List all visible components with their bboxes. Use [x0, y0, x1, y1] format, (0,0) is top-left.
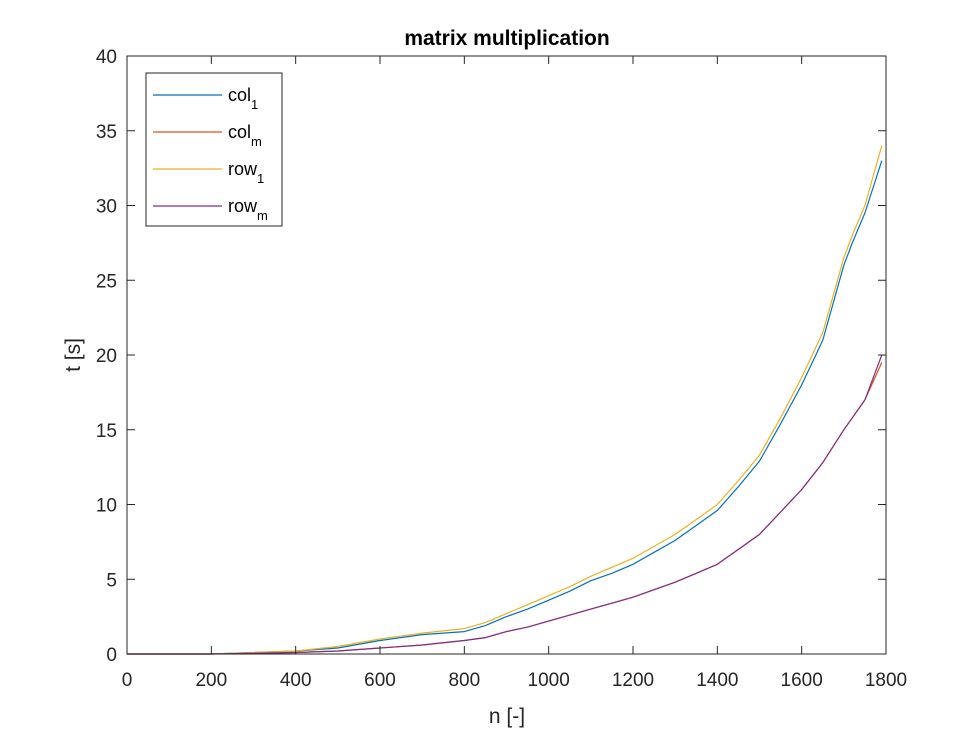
y-tick-label: 5: [106, 570, 117, 591]
legend-entry-col-1: col1: [228, 85, 258, 112]
y-tick-label: 35: [96, 122, 117, 143]
x-tick-label: 1600: [781, 670, 823, 691]
y-tick-label: 15: [96, 421, 117, 442]
series-line-row-m: [127, 354, 883, 655]
legend-entry-row-1: row1: [228, 159, 264, 186]
chart-title: matrix multiplication: [404, 27, 609, 50]
y-tick-label: 20: [96, 346, 117, 367]
y-tick-label: 30: [96, 197, 117, 218]
x-tick-label: 1400: [696, 670, 738, 691]
y-tick-label: 40: [96, 47, 117, 68]
x-tick-label: 800: [448, 670, 480, 691]
y-tick-label: 10: [96, 496, 117, 517]
x-tick-label: 200: [195, 670, 227, 691]
x-tick-label: 1200: [612, 670, 654, 691]
legend: col1 colm row1 rowm: [145, 72, 283, 227]
series-layer: [127, 145, 883, 655]
series-line-col-m: [127, 362, 883, 655]
y-tick-label: 0: [106, 645, 117, 666]
y-tick-label: 25: [96, 271, 117, 292]
x-tick-label: 1800: [865, 670, 907, 691]
plot-area: 0 200 400 600 800 1000 1200 1400 1600 1800 0 5 10 15…: [96, 47, 907, 691]
x-tick-label: 600: [364, 670, 396, 691]
series-line-row-1: [127, 145, 883, 655]
y-axis-label: t [s]: [62, 338, 85, 372]
series-line-col-1: [127, 160, 883, 655]
x-tick-label: 1000: [528, 670, 570, 691]
legend-entry-row-m: rowm: [228, 196, 268, 223]
x-axis-label: n [-]: [489, 705, 525, 728]
legend-entry-col-m: colm: [228, 122, 262, 149]
x-tick-label: 400: [280, 670, 312, 691]
y-axis-ticks: 0 5 10 15 20 25 30 35 40: [96, 47, 886, 666]
x-tick-label: 0: [122, 670, 133, 691]
legend-box: [145, 72, 283, 227]
x-axis-ticks: 0 200 400 600 800 1000 1200 1400 1600 1800: [122, 56, 907, 691]
